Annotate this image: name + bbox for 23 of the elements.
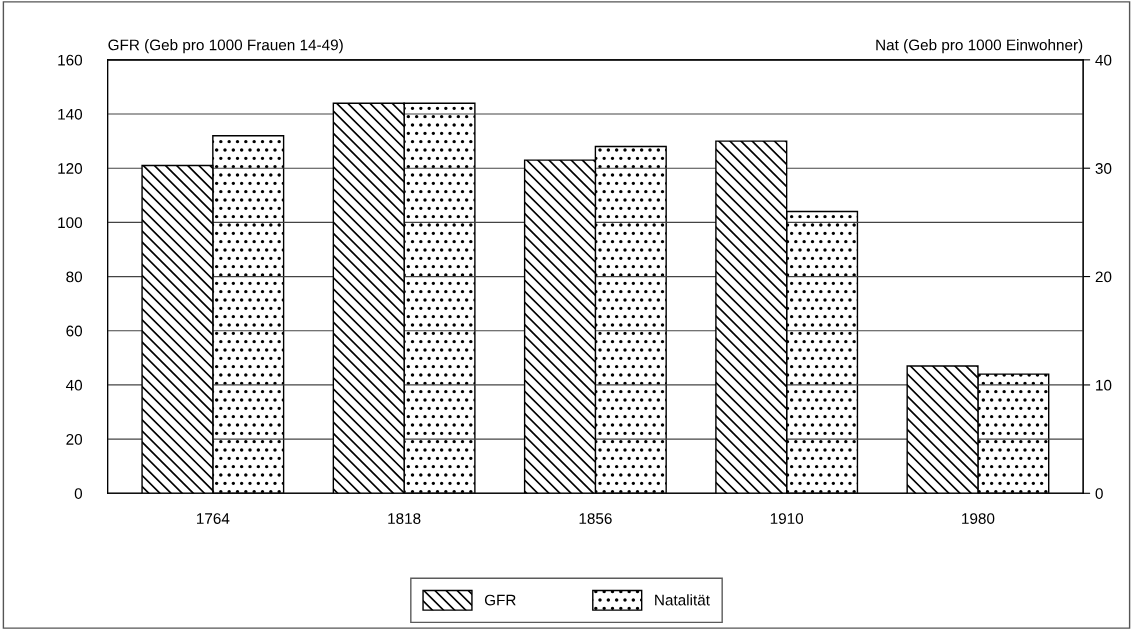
x-tick-label: 1980 [962,513,995,524]
legend-label: GFR [484,594,516,606]
y2-axis-title: Nat (Geb pro 1000 Einwohner) [876,39,1083,54]
y2-tick-label: 20 [1095,271,1112,283]
legend-label: Natalität [655,594,710,606]
y-tick-label: 120 [58,163,83,174]
y-tick-label: 0 [74,488,83,499]
y2-tick-label: 30 [1095,163,1112,174]
y-axis-title: GFR (Geb pro 1000 Frauen 14-49) [108,39,343,54]
y2-tick-label: 0 [1095,488,1103,499]
x-tick-label: 1910 [770,513,804,524]
y-tick-label: 40 [65,379,83,391]
y-tick-label: 20 [66,433,83,445]
y-tick-label: 160 [58,54,83,66]
y-tick-label: 100 [58,217,83,229]
y2-tick-label: 40 [1095,54,1112,66]
y-tick-label: 60 [66,325,83,337]
x-tick-label: 1818 [388,513,421,524]
y2-tick-label: 10 [1096,379,1112,391]
x-tick-label: 1856 [579,513,612,524]
y-tick-label: 80 [66,271,83,283]
y-tick-label: 140 [58,108,83,120]
x-tick-label: 1764 [197,513,230,524]
